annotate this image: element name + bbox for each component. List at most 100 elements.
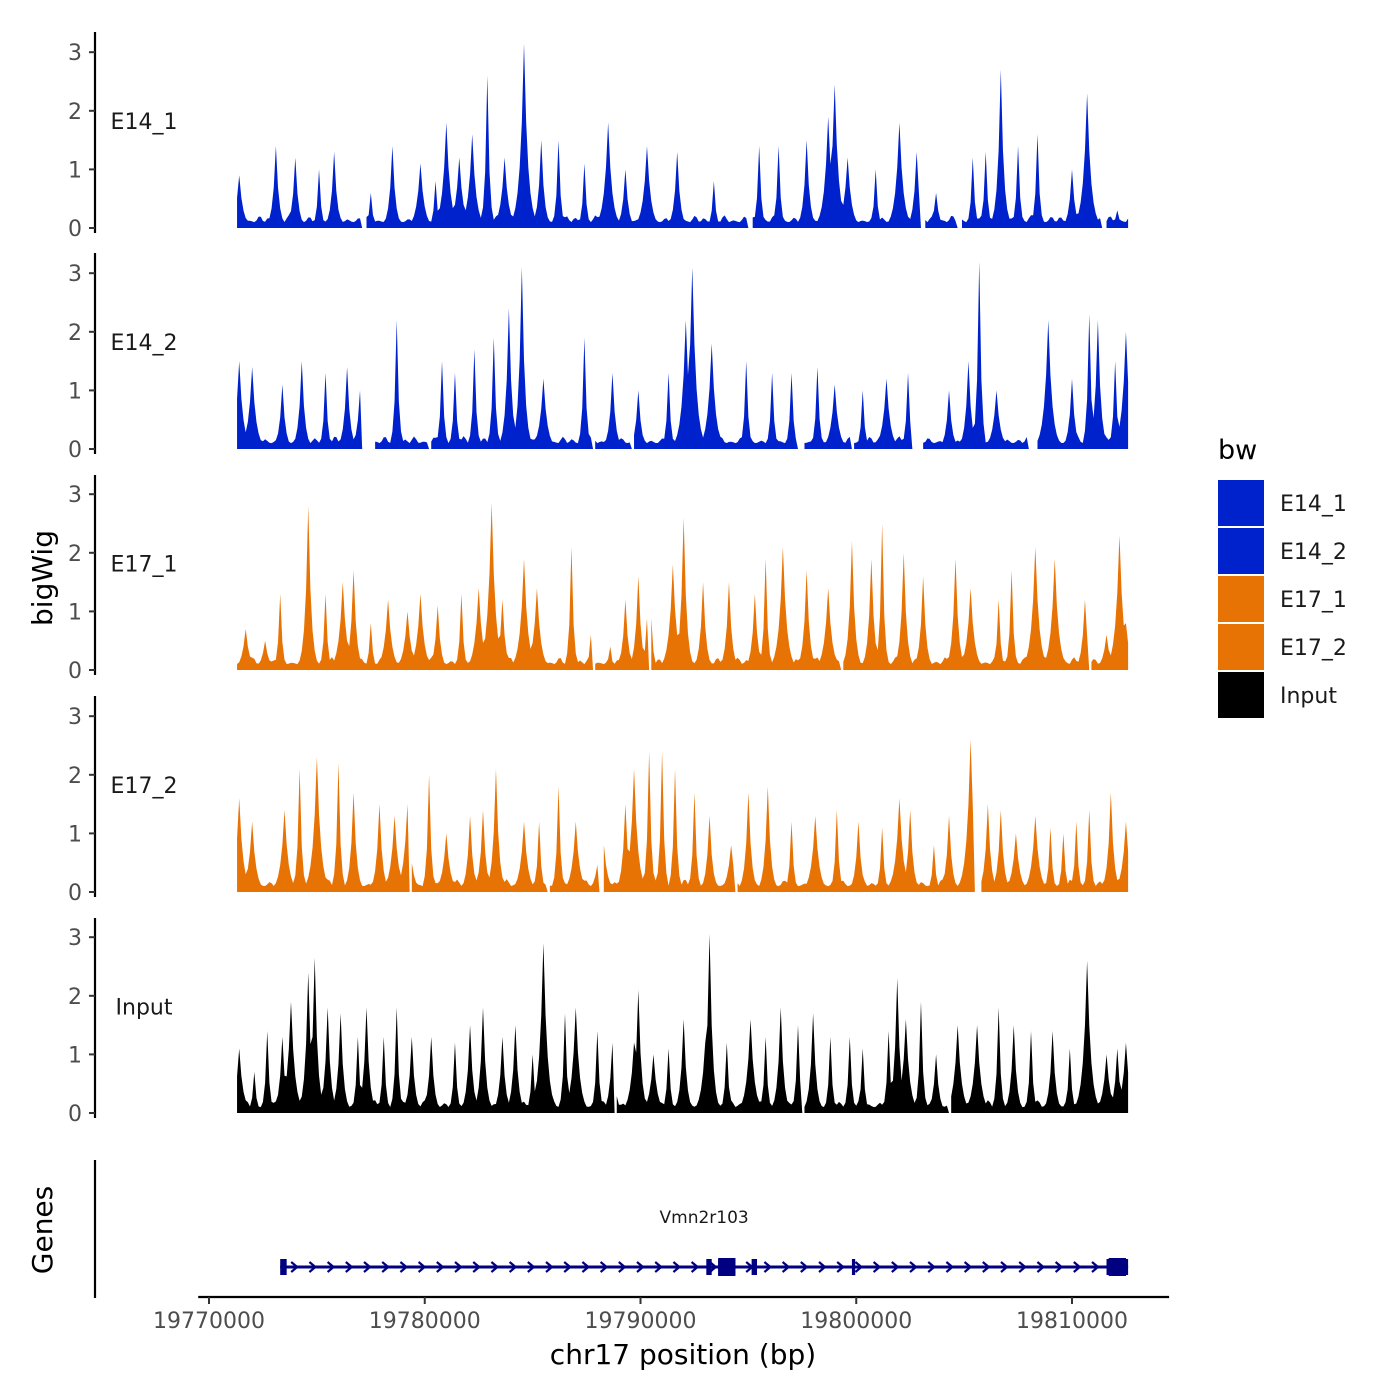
strand-chevron	[363, 1261, 372, 1273]
y-tick-label: 0	[68, 438, 82, 463]
strand-chevron	[945, 1261, 955, 1273]
strand-chevron	[909, 1261, 918, 1273]
y-tick-label: 1	[68, 822, 82, 847]
strand-chevron	[963, 1261, 973, 1273]
gene-exon	[280, 1259, 287, 1275]
track-e17_2: 0 1 2 3 E17_2	[68, 696, 1129, 906]
strand-chevron	[672, 1261, 682, 1273]
y-tick-label: 1	[68, 1043, 82, 1068]
coverage-area-input	[237, 934, 1129, 1113]
legend-swatch-e17_2	[1218, 624, 1264, 670]
gene-name-label: Vmn2r103	[660, 1208, 749, 1228]
legend-swatch-e14_1	[1218, 480, 1264, 526]
strand-chevron	[581, 1261, 591, 1273]
x-axis: 19770000 19780000 19790000 19800000 19810000	[153, 1295, 1170, 1334]
strand-chevron	[290, 1261, 299, 1273]
legend-label-input: Input	[1280, 684, 1337, 709]
panel-label-e17_2: E17_2	[111, 774, 178, 799]
strand-chevron	[563, 1261, 572, 1273]
legend: bw E14_1 E14_2 E17_1 E17_2 Input	[1218, 435, 1347, 718]
strand-chevron	[454, 1261, 463, 1273]
legend-title: bw	[1218, 435, 1257, 466]
genes-track: Vmn2r103	[93, 1160, 1129, 1298]
legend-label-e14_1: E14_1	[1280, 492, 1347, 517]
y-tick-label: 1	[68, 158, 82, 183]
strand-chevron	[599, 1261, 609, 1273]
y-tick-label: 3	[68, 262, 82, 287]
coverage-area-e17_2	[237, 739, 1129, 892]
y-tick-label: 3	[68, 926, 82, 951]
strand-chevron	[891, 1261, 900, 1273]
y-tick-label: 2	[68, 764, 82, 789]
strand-chevron	[872, 1261, 882, 1273]
strand-chevron	[436, 1261, 445, 1273]
track-e17_1: 0 1 2 3 E17_1	[68, 475, 1129, 684]
y-tick-label: 2	[68, 321, 82, 346]
y-tick-label: 0	[68, 881, 82, 906]
legend-label-e14_2: E14_2	[1280, 540, 1347, 565]
strand-chevron	[1073, 1261, 1082, 1273]
strand-chevron	[326, 1261, 336, 1273]
gene-exon	[751, 1259, 758, 1275]
x-tick-label: 19790000	[585, 1309, 697, 1334]
track-input: 0 1 2 3 Input	[68, 918, 1129, 1127]
strand-chevron	[545, 1261, 554, 1273]
strand-chevron	[1018, 1261, 1027, 1273]
strand-chevron	[1091, 1261, 1100, 1273]
y-tick-label: 1	[68, 600, 82, 625]
strand-chevron	[854, 1261, 864, 1273]
gene-exon	[851, 1259, 856, 1275]
strand-chevron	[836, 1261, 845, 1273]
y-tick-label: 0	[68, 1102, 82, 1127]
y-tick-label: 0	[68, 217, 82, 242]
strand-chevron	[308, 1261, 318, 1273]
strand-chevron	[1036, 1261, 1046, 1273]
x-tick-label: 19780000	[369, 1309, 481, 1334]
strand-chevron	[763, 1261, 773, 1273]
y-tick-label: 2	[68, 100, 82, 125]
strand-chevron	[1054, 1261, 1064, 1273]
legend-label-e17_1: E17_1	[1280, 588, 1347, 613]
panel-label-e14_2: E14_2	[111, 331, 178, 356]
genes-track-title: Genes	[26, 1186, 59, 1274]
strand-chevron	[345, 1261, 354, 1273]
strand-chevron	[636, 1261, 645, 1273]
strand-chevron	[982, 1261, 991, 1273]
strand-chevron	[927, 1261, 936, 1273]
strand-chevron	[417, 1261, 427, 1273]
strand-chevron	[381, 1261, 390, 1273]
coverage-area-e14_2	[237, 261, 1129, 449]
track-e14_2: 0 1 2 3 E14_2	[68, 253, 1129, 463]
strand-chevron	[472, 1261, 481, 1273]
gene-vmn2r103: Vmn2r103	[280, 1208, 1129, 1276]
gene-exon-thick	[1108, 1258, 1126, 1276]
strand-chevron	[800, 1261, 809, 1273]
coverage-area-e14_1	[237, 43, 1129, 228]
x-tick-label: 19800000	[800, 1309, 912, 1334]
y-tick-label: 0	[68, 659, 82, 684]
legend-swatch-e17_1	[1218, 576, 1264, 622]
legend-swatch-input	[1218, 672, 1264, 718]
strand-chevron	[781, 1261, 791, 1273]
strand-chevron	[654, 1261, 663, 1273]
coverage-area-e17_1	[237, 502, 1129, 670]
strand-chevron	[399, 1261, 409, 1273]
strand-chevron	[508, 1261, 518, 1273]
strand-chevron	[618, 1261, 627, 1273]
y-tick-label: 3	[68, 41, 82, 66]
x-tick-label: 19770000	[153, 1309, 265, 1334]
y-axis-title: bigWig	[26, 530, 59, 626]
x-axis-title: chr17 position (bp)	[550, 1338, 816, 1371]
strand-chevron	[690, 1261, 700, 1273]
panel-label-input: Input	[116, 996, 173, 1021]
coverage-tracks: 0 1 2 3 E14_1 0 1 2 3 E14_2 0 1 2 3 E17_1 0 1 2 3 E17_2 0 1 2 3…	[68, 32, 1129, 1127]
strand-chevron	[709, 1261, 718, 1273]
strand-chevron	[490, 1261, 500, 1273]
y-tick-label: 2	[68, 985, 82, 1010]
x-tick-label: 19810000	[1016, 1309, 1128, 1334]
y-tick-label: 1	[68, 379, 82, 404]
track-e14_1: 0 1 2 3 E14_1	[68, 32, 1129, 242]
panel-label-e14_1: E14_1	[111, 110, 178, 135]
strand-chevron	[1000, 1261, 1009, 1273]
y-tick-label: 2	[68, 542, 82, 567]
